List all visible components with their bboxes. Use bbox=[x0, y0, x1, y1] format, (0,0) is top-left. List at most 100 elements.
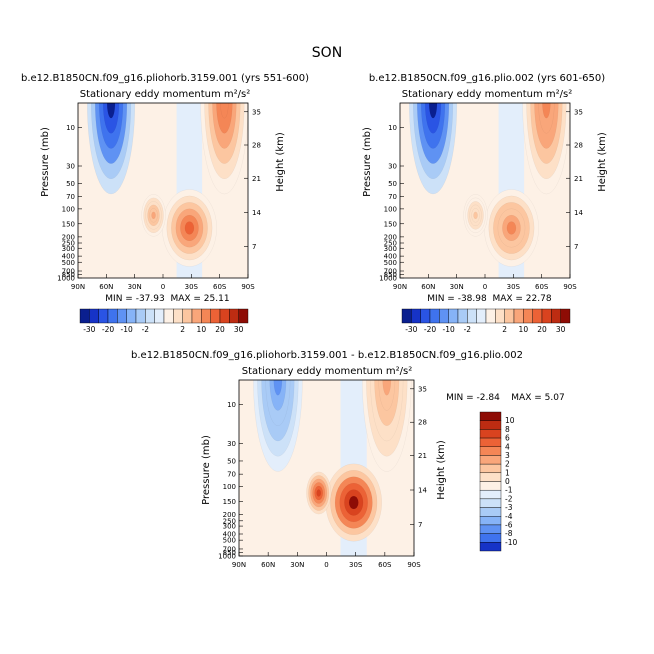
y-axis-label: Pressure (mb) bbox=[40, 127, 51, 197]
x-tick-label: 60N bbox=[99, 283, 113, 291]
colorbar-label: 2 bbox=[180, 325, 185, 334]
max-label: MAX = 5.07 bbox=[511, 393, 564, 403]
y-tick-label-right: 7 bbox=[574, 243, 578, 251]
y-tick-label: 1000 bbox=[57, 275, 75, 283]
y-tick-label-right: 21 bbox=[252, 175, 261, 183]
colorbar-swatch bbox=[191, 308, 202, 324]
y-tick-label-right: 7 bbox=[418, 521, 422, 529]
panel-difference: b.e12.B1850CN.f09_g16.pliohorb.3159.001 … bbox=[131, 350, 565, 569]
colorbar-label: 20 bbox=[537, 325, 547, 334]
colorbar-swatch bbox=[560, 308, 571, 324]
y-tick-label: 50 bbox=[66, 180, 75, 188]
y-tick-label: 250 bbox=[223, 517, 236, 525]
colorbar-swatch bbox=[401, 308, 412, 324]
contour-plot: 90N 60N 30N 0 30S 60S 90S103050701001502002503… bbox=[379, 102, 583, 291]
colorbar-label: 0 bbox=[505, 477, 510, 486]
x-tick-label: 0 bbox=[161, 283, 165, 291]
colorbar-label: 20 bbox=[215, 325, 225, 334]
colorbar-label: -20 bbox=[102, 325, 114, 334]
colorbar-label: -2 bbox=[505, 494, 513, 503]
y-tick-label: 1000 bbox=[218, 553, 236, 561]
colorbar-swatch bbox=[479, 455, 502, 465]
x-tick-label: 30N bbox=[450, 283, 464, 291]
colorbar-swatch bbox=[210, 308, 221, 324]
y-tick-label: 250 bbox=[384, 240, 397, 248]
figure-title: SON bbox=[312, 45, 342, 61]
y-tick-label: 250 bbox=[62, 240, 75, 248]
colorbar-swatch bbox=[485, 308, 496, 324]
y-tick-label-right: 28 bbox=[418, 419, 427, 427]
panel-title: Stationary eddy momentum m²/s² bbox=[402, 89, 572, 100]
colorbar-label: 3 bbox=[505, 451, 510, 460]
colorbar-label: -3 bbox=[505, 503, 513, 512]
colorbar-swatch bbox=[163, 308, 174, 324]
y-tick-label: 70 bbox=[66, 193, 75, 201]
y-tick-label: 700 bbox=[62, 268, 75, 276]
y-axis-label: Pressure (mb) bbox=[362, 127, 373, 197]
y-tick-label: 150 bbox=[384, 220, 397, 228]
colorbar-label: -20 bbox=[424, 325, 436, 334]
colorbar-top-right: -30 -20 -10 -2 2 10 20 30 bbox=[401, 308, 571, 334]
panel-subtitle: b.e12.B1850CN.f09_g16.pliohorb.3159.001 … bbox=[131, 350, 523, 361]
x-tick-label: 60N bbox=[421, 283, 435, 291]
colorbar-swatch bbox=[135, 308, 146, 324]
colorbar-label: -10 bbox=[443, 325, 455, 334]
y-tick-label-right: 21 bbox=[574, 175, 583, 183]
y-tick-label: 200 bbox=[384, 233, 397, 241]
y-tick-label-right: 14 bbox=[418, 487, 427, 495]
y-tick-label-right: 14 bbox=[574, 209, 583, 217]
y-tick-label: 850 bbox=[223, 549, 236, 557]
colorbar-swatch bbox=[429, 308, 440, 324]
colorbar-swatch bbox=[448, 308, 459, 324]
y-tick-label: 50 bbox=[227, 457, 236, 465]
colorbar-label: 10 bbox=[505, 416, 515, 425]
y-tick-label: 30 bbox=[388, 163, 397, 171]
min-label: MIN = -38.98 bbox=[427, 294, 487, 304]
colorbar-swatch bbox=[479, 542, 502, 552]
y-tick-label-right: 14 bbox=[252, 209, 261, 217]
x-tick-label: 60S bbox=[378, 561, 392, 569]
colorbar-label: -6 bbox=[505, 520, 513, 529]
colorbar-label: -1 bbox=[505, 486, 513, 495]
colorbar-label: -30 bbox=[405, 325, 417, 334]
contour-plot: 90N 60N 30N 0 30S 60S 90S103050701001502002503… bbox=[57, 102, 261, 291]
x-tick-label: 90S bbox=[563, 283, 577, 291]
colorbar-label: 30 bbox=[556, 325, 566, 334]
contour-level bbox=[184, 221, 195, 235]
colorbar-label: 4 bbox=[505, 442, 510, 451]
colorbar-swatch bbox=[479, 524, 502, 534]
colorbar-label: 10 bbox=[197, 325, 207, 334]
colorbar-label: -30 bbox=[83, 325, 95, 334]
colorbar-swatch bbox=[89, 308, 99, 324]
y-tick-label: 100 bbox=[62, 205, 75, 213]
colorbar-swatch bbox=[479, 411, 502, 421]
y-tick-label: 150 bbox=[223, 498, 236, 506]
colorbar-swatch bbox=[479, 489, 502, 500]
colorbar-swatch bbox=[229, 308, 239, 324]
y-tick-label-right: 21 bbox=[418, 452, 427, 460]
x-tick-label: 30S bbox=[185, 283, 199, 291]
max-label: MAX = 22.78 bbox=[492, 294, 551, 304]
colorbar-swatch bbox=[532, 308, 543, 324]
y-tick-label: 200 bbox=[223, 511, 236, 519]
colorbar-swatch bbox=[479, 516, 502, 526]
colorbar-label: -8 bbox=[505, 529, 513, 538]
contour-level bbox=[506, 221, 517, 235]
colorbar-swatch bbox=[479, 498, 502, 508]
y-tick-label-right: 28 bbox=[574, 142, 583, 150]
colorbar-swatch bbox=[439, 308, 449, 324]
y-tick-label: 400 bbox=[223, 531, 236, 539]
contour-level bbox=[473, 211, 478, 220]
y-tick-label-right: 35 bbox=[418, 385, 427, 393]
y-tick-label: 10 bbox=[388, 124, 397, 132]
max-label: MAX = 25.11 bbox=[170, 294, 229, 304]
y-tick-label: 100 bbox=[384, 205, 397, 213]
contour-fills bbox=[87, 103, 248, 278]
y-tick-label: 30 bbox=[66, 163, 75, 171]
y-tick-label: 10 bbox=[66, 124, 75, 132]
colorbar-swatch bbox=[523, 308, 533, 324]
y-tick-label: 700 bbox=[223, 545, 236, 553]
y-tick-label: 700 bbox=[384, 268, 397, 276]
colorbar-swatch bbox=[457, 308, 468, 324]
